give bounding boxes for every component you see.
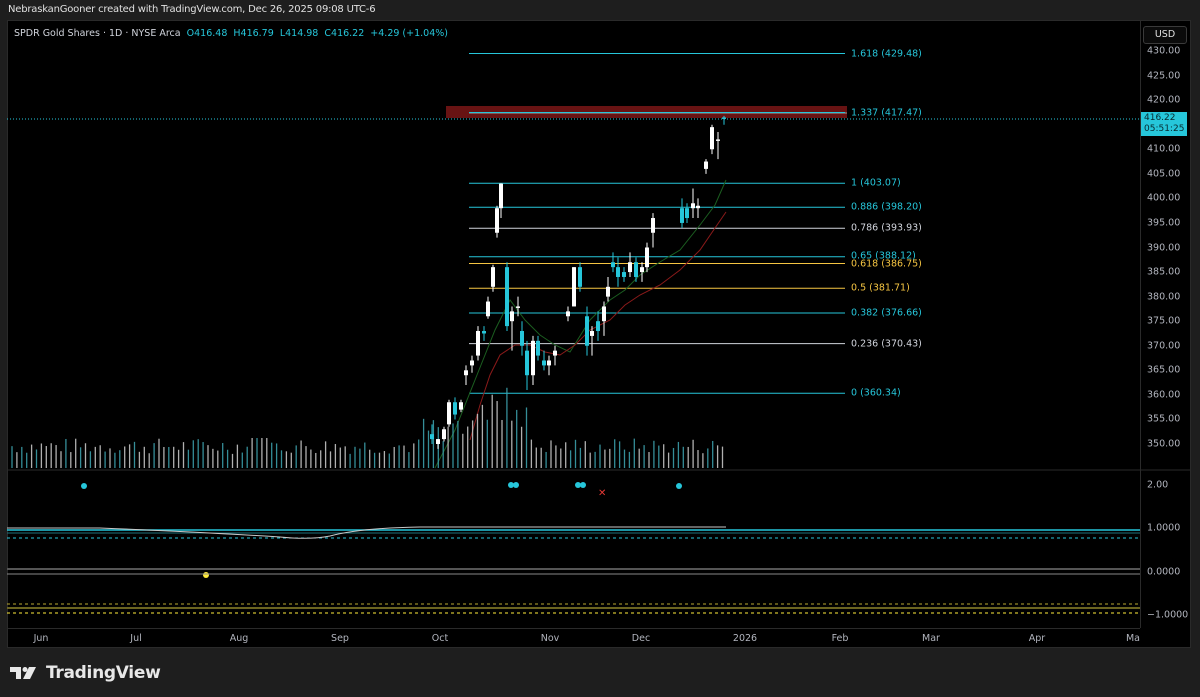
price-axis[interactable] <box>1140 20 1191 628</box>
low-value: L414.98 <box>279 28 319 39</box>
tradingview-logo[interactable]: TradingView <box>10 663 161 683</box>
fib-level-label: 1 (403.07) <box>851 177 901 189</box>
time-label: Dec <box>631 633 651 644</box>
chart-frame[interactable] <box>7 20 1191 648</box>
fib-level-label: 0.382 (376.66) <box>851 307 922 319</box>
tradingview-logo-icon <box>10 667 36 679</box>
time-label: Jun <box>33 633 49 644</box>
high-value: H416.79 <box>233 28 274 39</box>
price-tick: 425.00 <box>1147 70 1181 82</box>
fib-level-label: 1.618 (429.48) <box>851 48 922 60</box>
resistance-zone <box>446 106 847 118</box>
change-value: +4.29 (+1.04%) <box>370 28 448 39</box>
time-label: Sep <box>331 633 349 644</box>
price-tick: 405.00 <box>1147 168 1181 180</box>
last-price-tag: 416.22 05:51:25 <box>1141 112 1187 136</box>
price-tick: 365.00 <box>1147 364 1181 376</box>
volume-bars <box>11 387 724 468</box>
fibonacci-retracement[interactable] <box>469 53 845 394</box>
fib-level-label: 0.65 (388.12) <box>851 250 916 262</box>
ma-slow-line <box>469 211 727 441</box>
time-axis[interactable] <box>7 628 1140 648</box>
price-tick: 360.00 <box>1147 389 1181 401</box>
time-label: Ma <box>1125 633 1141 644</box>
indicator-tick: −1.0000 <box>1147 609 1189 621</box>
price-tick: 400.00 <box>1147 192 1181 204</box>
price-tick: 350.00 <box>1147 438 1181 450</box>
fib-level-label: 1.337 (417.47) <box>851 107 922 119</box>
currency-button[interactable]: USD <box>1143 26 1187 44</box>
chart-attribution: NebraskanGooner created with TradingView… <box>8 4 376 15</box>
close-value: C416.22 <box>324 28 365 39</box>
price-tick: 410.00 <box>1147 143 1181 155</box>
fib-level-label: 0.5 (381.71) <box>851 282 910 294</box>
fib-level-label: 0.886 (398.20) <box>851 201 922 213</box>
symbol-legend: SPDR Gold Shares · 1D · NYSE Arca O416.4… <box>14 28 448 39</box>
ma-fast-line <box>434 179 727 469</box>
fib-level-label: 0.618 (386.75) <box>851 258 922 270</box>
price-tick: 380.00 <box>1147 291 1181 303</box>
sell-signal-icon: ✕ <box>598 488 606 499</box>
time-label: Feb <box>831 633 849 644</box>
price-tick: 430.00 <box>1147 45 1181 57</box>
candlesticks <box>430 115 726 449</box>
time-label: Aug <box>229 633 249 644</box>
time-label: Mar <box>922 633 940 644</box>
fib-level-label: 0.786 (393.93) <box>851 222 922 234</box>
logo-text: TradingView <box>46 663 161 683</box>
price-tick: 370.00 <box>1147 340 1181 352</box>
fib-level-label: 0 (360.34) <box>851 387 901 399</box>
time-label: Jul <box>130 633 142 644</box>
open-value: O416.48 <box>186 28 228 39</box>
price-tick: 355.00 <box>1147 413 1181 425</box>
bar-countdown: 05:51:25 <box>1144 124 1185 134</box>
time-label: Nov <box>540 633 560 644</box>
indicator-tick: 0.0000 <box>1147 566 1181 578</box>
last-price-value: 416.22 <box>1144 113 1176 123</box>
price-tick: 390.00 <box>1147 242 1181 253</box>
price-tick: 420.00 <box>1147 94 1181 106</box>
indicator-tick: 1.0000 <box>1147 522 1181 534</box>
symbol-info: SPDR Gold Shares · 1D · NYSE Arca <box>14 28 181 39</box>
price-tick: 375.00 <box>1147 315 1181 327</box>
indicator-tick: 2.00 <box>1147 479 1169 491</box>
indicator-pane: ✕ <box>7 482 1140 614</box>
price-tick: 395.00 <box>1147 217 1181 229</box>
fib-level-label: 0.236 (370.43) <box>851 338 922 350</box>
time-label: Oct <box>431 633 449 644</box>
time-label: Apr <box>1028 633 1046 644</box>
time-label: 2026 <box>732 633 758 644</box>
price-tick: 385.00 <box>1147 266 1181 278</box>
